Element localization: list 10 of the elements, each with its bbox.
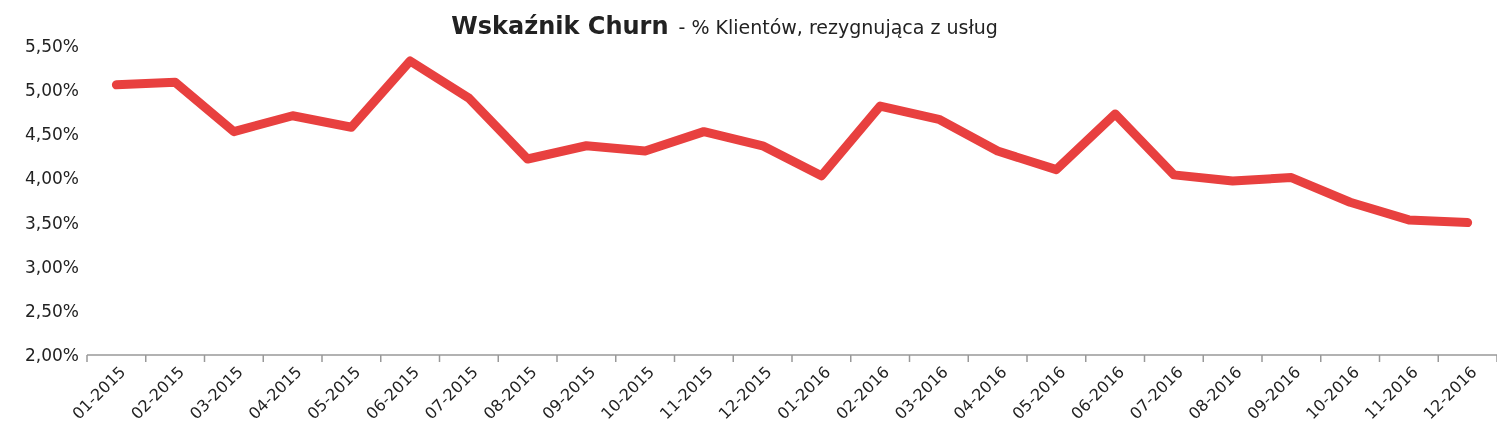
y-tick-label: 3,00% [24,256,79,277]
y-tick-label: 4,00% [24,168,79,189]
chart-subtitle: - % Klientów, rezygnująca z usług [678,16,998,38]
y-tick-label: 2,00% [24,344,79,365]
y-tick-label: 2,50% [24,300,79,321]
y-tick-label: 4,50% [24,124,79,145]
y-tick-label: 3,50% [24,212,79,233]
chart-title: Wskaźnik Churn [451,12,669,40]
y-tick-label: 5,00% [24,80,79,101]
y-tick-label: 5,50% [24,35,79,56]
